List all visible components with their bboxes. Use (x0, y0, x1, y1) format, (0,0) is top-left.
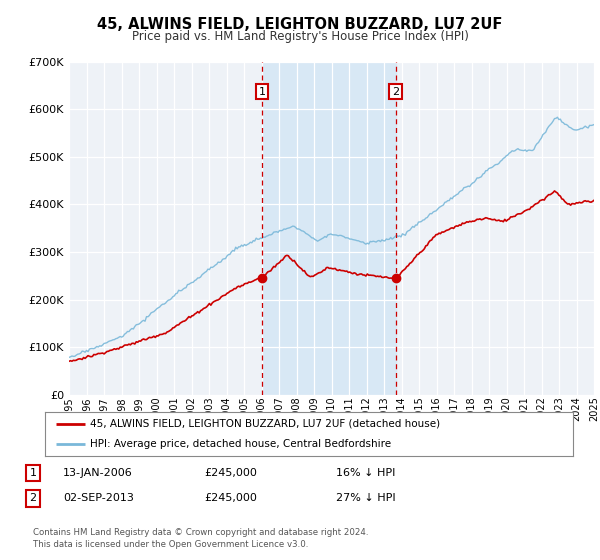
Text: Contains HM Land Registry data © Crown copyright and database right 2024.: Contains HM Land Registry data © Crown c… (33, 528, 368, 536)
Text: 02-SEP-2013: 02-SEP-2013 (63, 493, 134, 503)
Text: 1: 1 (259, 87, 266, 96)
Text: Price paid vs. HM Land Registry's House Price Index (HPI): Price paid vs. HM Land Registry's House … (131, 30, 469, 43)
Text: 1: 1 (29, 468, 37, 478)
Text: £245,000: £245,000 (204, 468, 257, 478)
Text: 2: 2 (29, 493, 37, 503)
Text: 13-JAN-2006: 13-JAN-2006 (63, 468, 133, 478)
Text: 2: 2 (392, 87, 399, 96)
Text: 27% ↓ HPI: 27% ↓ HPI (336, 493, 395, 503)
Text: HPI: Average price, detached house, Central Bedfordshire: HPI: Average price, detached house, Cent… (90, 439, 391, 449)
Text: 45, ALWINS FIELD, LEIGHTON BUZZARD, LU7 2UF: 45, ALWINS FIELD, LEIGHTON BUZZARD, LU7 … (97, 17, 503, 32)
Bar (262, 62, 396, 395)
Text: £245,000: £245,000 (204, 493, 257, 503)
Text: 45, ALWINS FIELD, LEIGHTON BUZZARD, LU7 2UF (detached house): 45, ALWINS FIELD, LEIGHTON BUZZARD, LU7 … (90, 419, 440, 429)
Text: This data is licensed under the Open Government Licence v3.0.: This data is licensed under the Open Gov… (33, 540, 308, 549)
Text: 16% ↓ HPI: 16% ↓ HPI (336, 468, 395, 478)
